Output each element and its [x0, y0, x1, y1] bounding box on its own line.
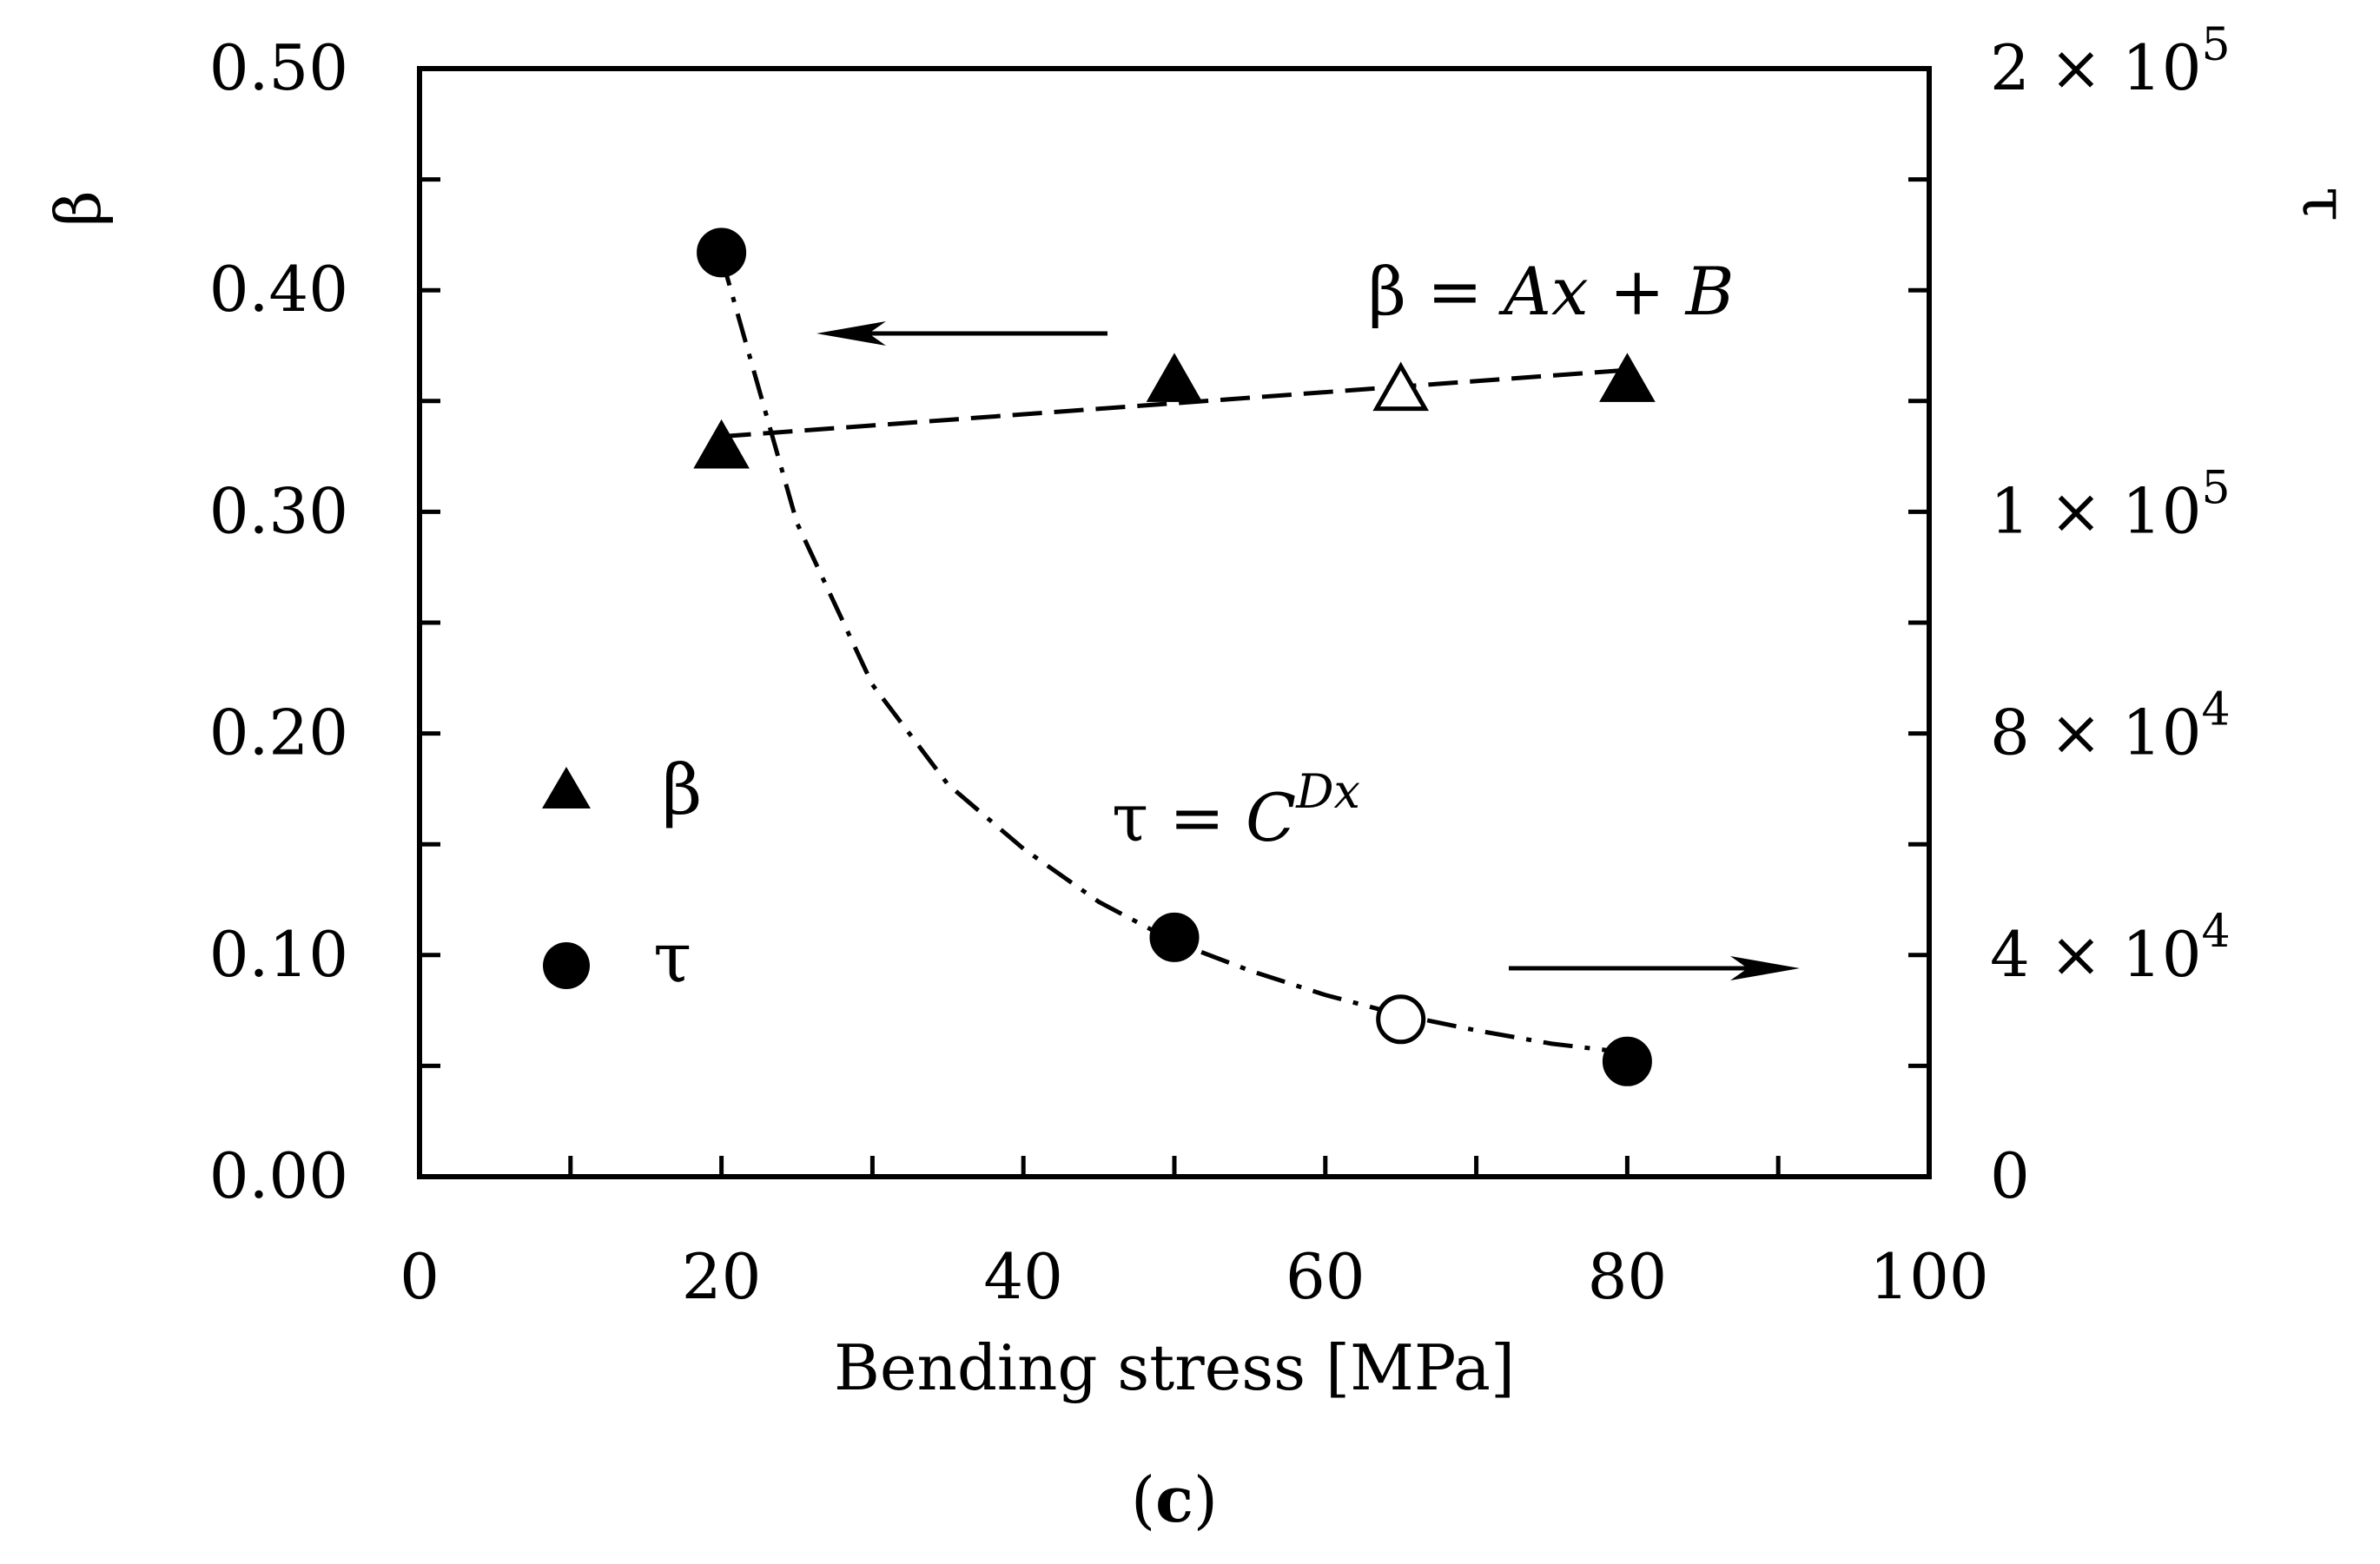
legend-label-beta: β: [662, 749, 702, 830]
right-axis-arrow: [1509, 956, 1800, 980]
legend-triangle-marker: [542, 767, 591, 808]
beta-linear-fit: [721, 367, 1628, 439]
right-tick-label: 1 × 105: [1990, 462, 2231, 547]
x-tick-label: 40: [983, 1240, 1063, 1313]
data-markers: [693, 228, 1656, 1086]
plot-frame: [417, 66, 1932, 1179]
legend-circle-marker: [543, 942, 590, 989]
tau-point: [1376, 994, 1426, 1045]
left-axis-ticks: 0.00 0.10 0.20 0.30 0.40 0.50: [209, 31, 440, 1212]
x-axis-ticks: 0 20 40 60 80 100: [400, 1156, 1989, 1313]
beta-point: [1372, 361, 1430, 412]
x-tick-label: 20: [682, 1240, 762, 1313]
beta-fit-equation: β = Ax + B: [1368, 253, 1735, 330]
left-tick-label: 0.50: [209, 31, 348, 104]
right-tick-label: 8 × 104: [1990, 684, 2231, 769]
left-tick-label: 0.20: [209, 696, 348, 769]
legend-label-tau: τ: [653, 917, 691, 998]
tau-point: [1149, 912, 1200, 962]
x-tick-label: 0: [400, 1240, 440, 1313]
right-axis-title: τ: [2289, 187, 2362, 221]
left-tick-label: 0.30: [209, 474, 348, 547]
right-tick-label: 4 × 104: [1990, 906, 2231, 991]
fit-curves: [719, 256, 1628, 1055]
x-tick-label: 80: [1588, 1240, 1668, 1313]
x-tick-label: 100: [1869, 1240, 1988, 1313]
right-tick-label: 2 × 105: [1990, 19, 2231, 104]
x-axis-title: Bending stress [MPa]: [834, 1331, 1515, 1404]
x-tick-label: 60: [1286, 1240, 1365, 1313]
beta-point: [1599, 353, 1656, 402]
left-axis-arrow: [816, 321, 1107, 346]
left-tick-label: 0.10: [209, 918, 348, 991]
right-axis-ticks: 0 4 × 104 8 × 104 1 × 105 2 × 105: [1908, 19, 2231, 1212]
legend: β τ: [542, 749, 702, 998]
beta-point: [1146, 353, 1203, 402]
left-tick-label: 0.00: [209, 1139, 348, 1212]
right-tick-label: 0: [1990, 1139, 2030, 1212]
left-tick-label: 0.40: [209, 253, 348, 326]
tau-point: [1602, 1036, 1652, 1086]
tau-fit-equation: τ = CDx: [1112, 764, 1360, 856]
beta-point: [693, 419, 750, 469]
figure-caption: (c): [1131, 1462, 1218, 1536]
left-axis-title: β: [42, 190, 115, 227]
tau-point: [697, 228, 747, 278]
